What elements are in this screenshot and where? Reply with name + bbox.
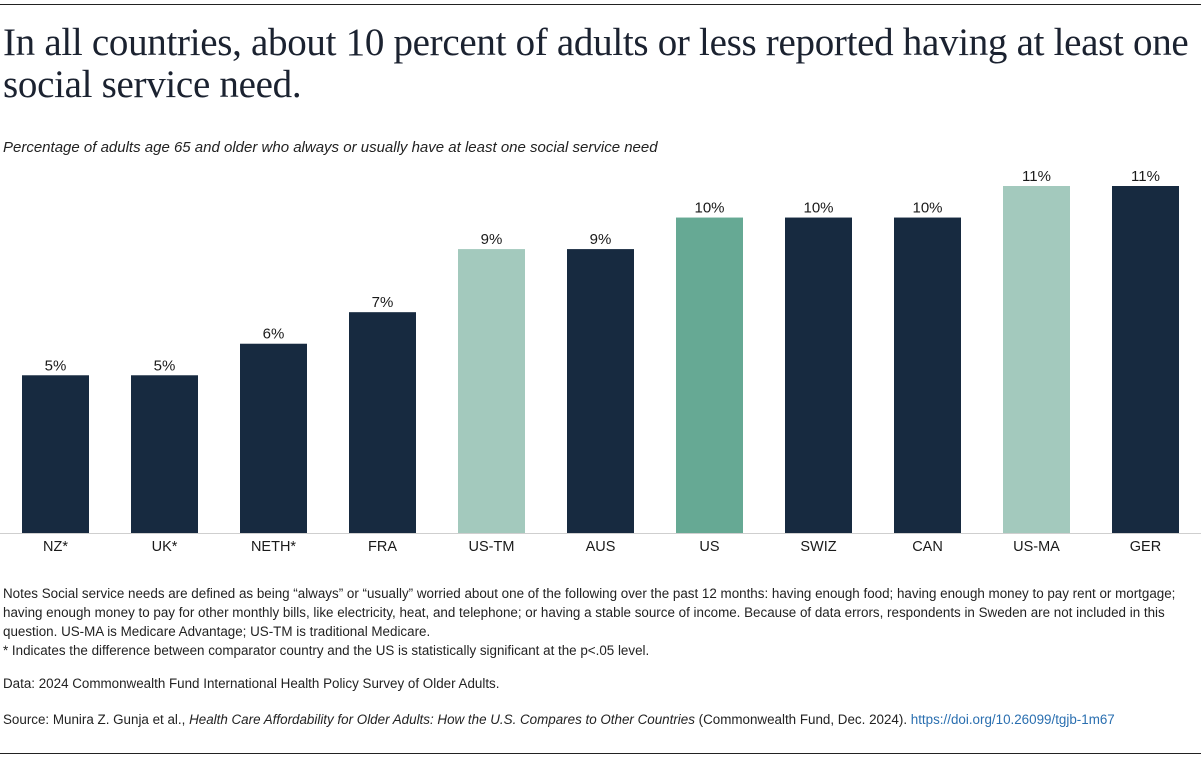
bar-swiz	[785, 217, 852, 533]
data-label: 11%	[1131, 168, 1160, 185]
x-tick-label: UK*	[152, 539, 178, 555]
x-tick-label: NZ*	[43, 539, 68, 555]
x-tick-label: NETH*	[251, 539, 296, 555]
x-tick-label: US	[699, 539, 719, 555]
bar-can	[894, 217, 961, 533]
source-suffix: (Commonwealth Fund, Dec. 2024).	[694, 712, 911, 727]
source-citation: Source: Munira Z. Gunja et al., Health C…	[3, 712, 1115, 727]
bar-aus	[567, 249, 634, 533]
chart-title: In all countries, about 10 percent of ad…	[3, 21, 1189, 106]
notes-definition: Notes Social service needs are defined a…	[3, 586, 1176, 639]
bar-us	[676, 217, 743, 533]
data-label: 10%	[803, 200, 833, 217]
x-tick-label: US-MA	[1013, 539, 1060, 555]
bar-uk	[131, 375, 198, 533]
data-label: 11%	[1022, 168, 1051, 185]
data-label: 10%	[912, 200, 942, 217]
source-prefix: Source: Munira Z. Gunja et al.,	[3, 712, 190, 727]
bar-ger	[1112, 186, 1179, 533]
x-tick-label: AUS	[586, 539, 616, 555]
source-publication: Health Care Affordability for Older Adul…	[189, 712, 695, 727]
source-doi-link[interactable]: https://doi.org/10.26099/tgjb-1m67	[910, 712, 1115, 727]
data-label: 6%	[263, 326, 285, 343]
bar-ustm	[458, 249, 525, 533]
data-label: 5%	[154, 357, 176, 374]
x-tick-label: GER	[1130, 539, 1161, 555]
top-rule	[0, 4, 1201, 5]
x-tick-label: US-TM	[469, 539, 515, 555]
data-source: Data: 2024 Commonwealth Fund Internation…	[3, 676, 500, 691]
data-label: 7%	[372, 294, 394, 311]
x-tick-label: SWIZ	[800, 539, 836, 555]
data-label: 5%	[45, 357, 67, 374]
bar-neth	[240, 343, 307, 533]
bar-usma	[1003, 186, 1070, 533]
chart-subtitle: Percentage of adults age 65 and older wh…	[3, 139, 658, 156]
data-label: 9%	[590, 231, 612, 248]
data-label: 10%	[694, 200, 724, 217]
notes: Notes Social service needs are defined a…	[3, 584, 1197, 660]
data-label: 9%	[481, 231, 503, 248]
bottom-rule	[0, 753, 1201, 754]
bar-nz	[22, 375, 89, 533]
bar-chart: 5% NZ* 5% UK* 6% NETH* 7% FRA 9% US-TM 9% AUS 10% US 1…	[0, 168, 1201, 555]
x-tick-label: FRA	[368, 539, 397, 555]
bar-fra	[349, 312, 416, 533]
x-tick-label: CAN	[912, 539, 943, 555]
notes-significance: * Indicates the difference between compa…	[3, 643, 650, 658]
